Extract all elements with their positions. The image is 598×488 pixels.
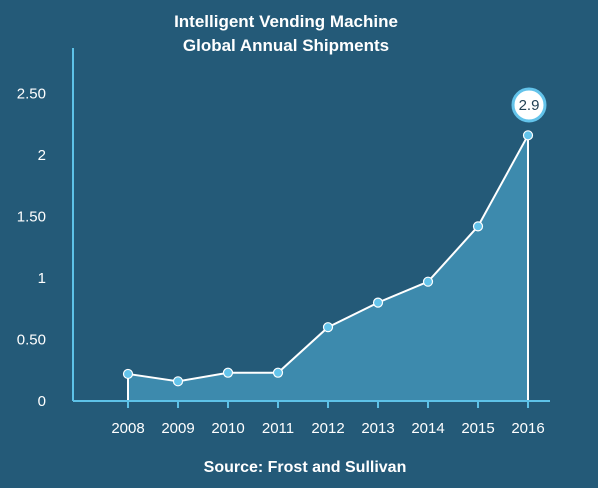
data-point-2014 xyxy=(422,276,434,287)
x-tick-label: 2015 xyxy=(461,420,494,437)
data-point-2009 xyxy=(172,376,184,387)
data-point-2012 xyxy=(322,322,334,333)
chart-title: Intelligent Vending Machine xyxy=(174,12,398,31)
chart-subtitle: Global Annual Shipments xyxy=(183,36,389,55)
value-callout: 2.9 xyxy=(511,87,547,123)
y-tick-label: 2.50 xyxy=(17,86,46,103)
y-tick-label: 1.50 xyxy=(17,209,46,226)
callout-label: 2.9 xyxy=(519,97,540,114)
data-point-2011 xyxy=(272,367,284,378)
data-point-2013 xyxy=(372,297,384,308)
data-point-2015 xyxy=(472,221,484,232)
data-point-2016 xyxy=(522,130,534,141)
x-tick-label: 2013 xyxy=(361,420,394,437)
y-tick-label: 1 xyxy=(38,270,46,287)
series-area xyxy=(128,135,528,401)
data-point-2008 xyxy=(122,368,134,380)
chart-source: Source: Frost and Sullivan xyxy=(204,459,407,476)
y-tick-label: 0 xyxy=(38,393,46,410)
x-tick-label: 2009 xyxy=(161,420,194,437)
y-tick-label: 0.50 xyxy=(17,332,46,349)
x-tick-label: 2016 xyxy=(511,420,544,437)
x-tick-label: 2011 xyxy=(262,420,294,437)
y-tick-label: 2 xyxy=(38,147,46,164)
y-axis-ticks: 0 0.50 1 1.50 2 2.50 xyxy=(17,86,46,411)
x-tick-label: 2008 xyxy=(111,420,144,437)
x-tick-label: 2012 xyxy=(311,420,344,437)
x-tick-label: 2010 xyxy=(211,420,244,437)
callout-circle xyxy=(511,87,547,123)
x-axis-ticks: 2008 2009 2010 2011 2012 2013 2014 2015 2016 xyxy=(111,420,544,437)
x-tick-label: 2014 xyxy=(411,420,444,437)
data-point-2010 xyxy=(222,367,234,378)
plot-area xyxy=(72,48,550,408)
